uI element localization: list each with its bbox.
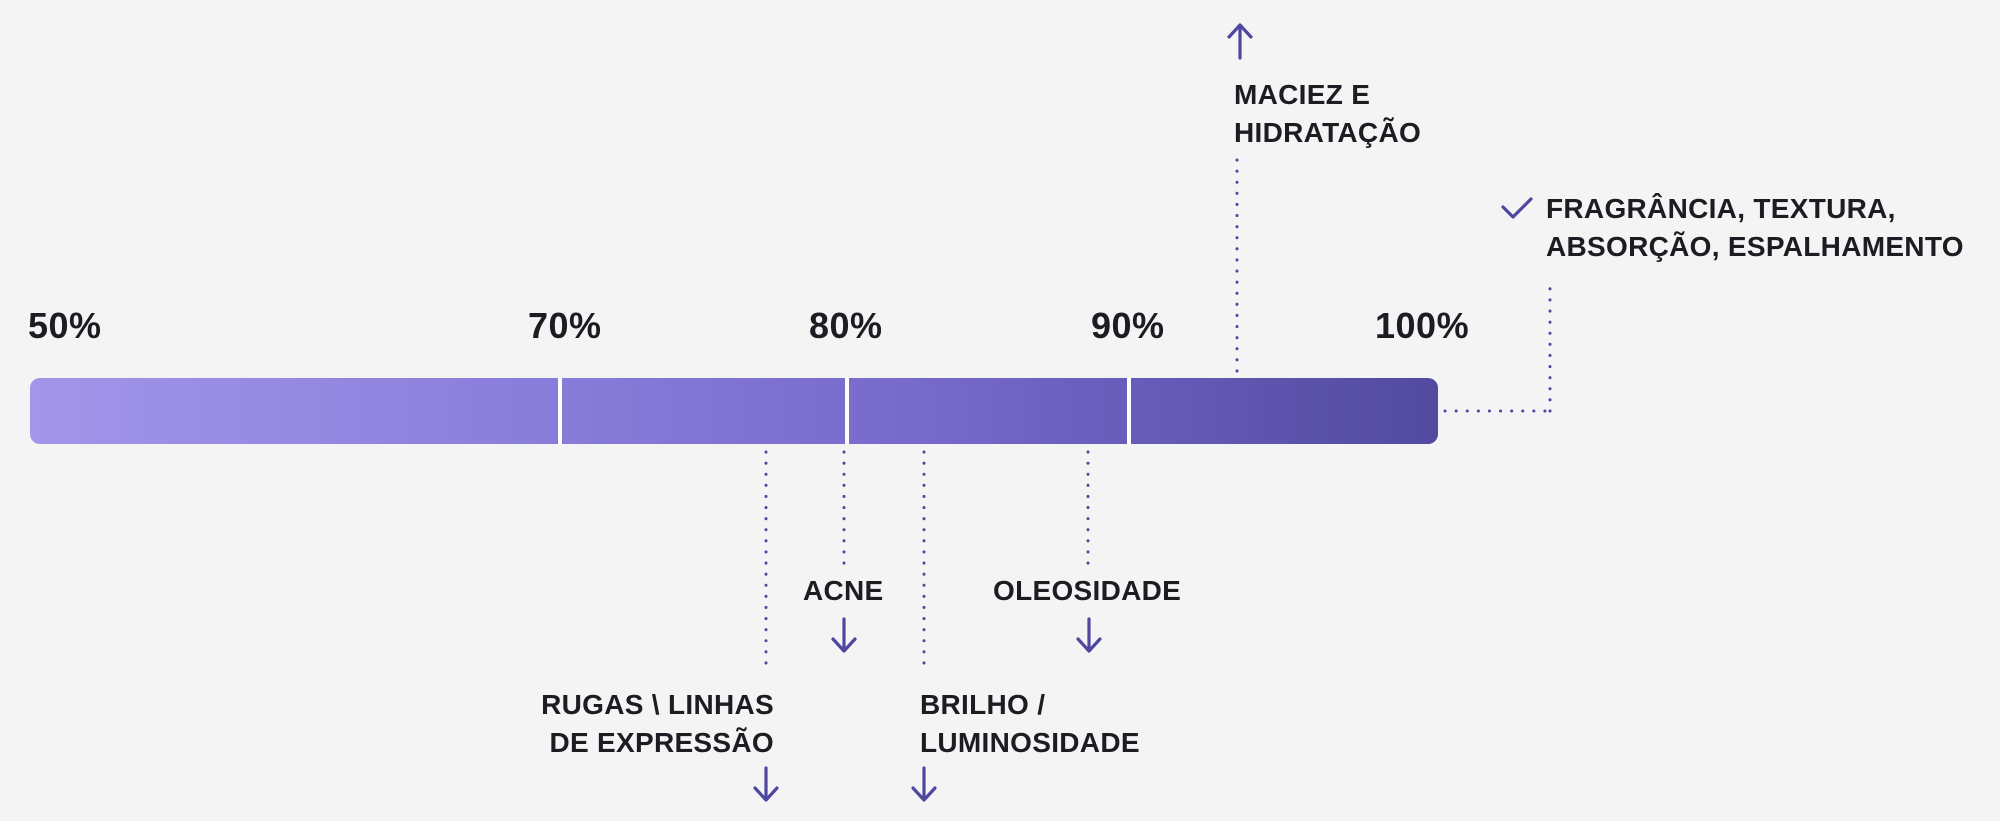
note-rugas-line-1: RUGAS \ LINHAS (541, 689, 774, 720)
arrow-up-icon (1227, 23, 1253, 60)
note-brilho-line-1: BRILHO / (920, 689, 1046, 720)
note-maciez: MACIEZ E HIDRATAÇÃO (1234, 76, 1421, 152)
note-fragrancia-line-1: FRAGRÂNCIA, TEXTURA, (1546, 193, 1896, 224)
tick-label-80: 80% (809, 305, 883, 346)
note-fragrancia-line-2: ABSORÇÃO, ESPALHAMENTO (1546, 231, 1964, 262)
checkmark-icon (1501, 197, 1533, 219)
bar-divider-70 (558, 378, 562, 444)
note-acne-line-1: ACNE (803, 575, 884, 606)
note-maciez-line-2: HIDRATAÇÃO (1234, 117, 1422, 148)
percentage-bar (30, 378, 1438, 444)
arrow-down-icon (753, 766, 779, 802)
tick-label-50: 50% (28, 305, 102, 346)
bar-divider-90 (1127, 378, 1131, 444)
note-fragrancia: FRAGRÂNCIA, TEXTURA, ABSORÇÃO, ESPALHAME… (1546, 190, 1964, 266)
note-rugas: RUGAS \ LINHAS DE EXPRESSÃO (520, 686, 774, 762)
tick-label-90: 90% (1091, 305, 1165, 346)
arrow-down-icon (911, 766, 937, 802)
bar-divider-80 (845, 378, 849, 444)
note-brilho: BRILHO / LUMINOSIDADE (920, 686, 1140, 762)
note-acne: ACNE (803, 572, 884, 610)
tick-label-70: 70% (528, 305, 602, 346)
arrow-down-icon (831, 617, 857, 653)
note-brilho-line-2: LUMINOSIDADE (920, 727, 1140, 758)
note-oleosidade-line-1: OLEOSIDADE (993, 575, 1182, 606)
note-rugas-line-2: DE EXPRESSÃO (549, 727, 774, 758)
tick-label-100: 100% (1375, 305, 1470, 346)
note-oleosidade: OLEOSIDADE (993, 572, 1181, 610)
arrow-down-icon (1076, 617, 1102, 653)
note-maciez-line-1: MACIEZ E (1234, 79, 1371, 110)
